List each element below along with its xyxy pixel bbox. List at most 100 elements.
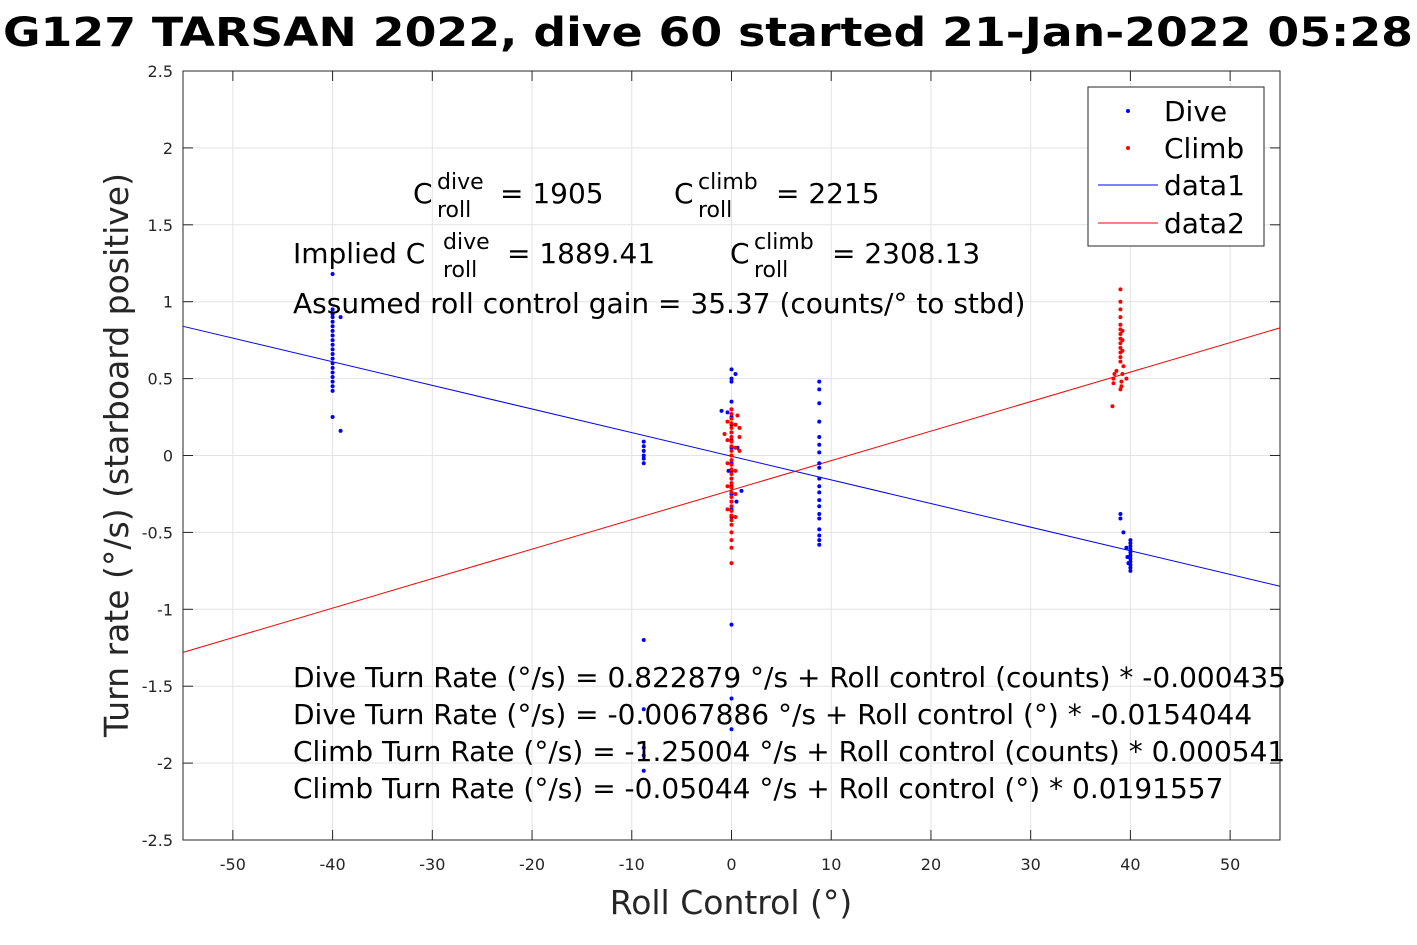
x-tick-label: 40 xyxy=(1120,855,1140,874)
point-dive xyxy=(817,498,822,503)
point-dive xyxy=(330,328,335,333)
point-dive xyxy=(330,351,335,356)
point-dive xyxy=(1128,544,1133,549)
point-dive xyxy=(338,428,343,433)
scatter-points xyxy=(330,272,1133,773)
point-dive xyxy=(641,707,646,712)
point-climb xyxy=(729,448,734,453)
point-dive xyxy=(729,696,734,701)
point-dive xyxy=(641,745,646,750)
point-dive xyxy=(817,511,822,516)
point-dive xyxy=(725,410,730,415)
point-climb xyxy=(1120,348,1125,353)
point-climb xyxy=(1118,287,1123,292)
point-dive xyxy=(641,456,646,461)
x-tick-label: 30 xyxy=(1021,855,1041,874)
point-dive xyxy=(1128,550,1133,555)
y-tick-label: -2.5 xyxy=(142,831,173,850)
point-dive xyxy=(330,272,335,277)
point-climb xyxy=(729,504,734,509)
point-dive xyxy=(1126,561,1131,566)
equation-3: Climb Turn Rate (°/s) = -1.25004 °/s + R… xyxy=(293,735,1285,768)
point-dive xyxy=(330,324,335,329)
point-climb xyxy=(729,467,734,472)
point-dive xyxy=(330,307,335,312)
point-dive xyxy=(726,468,731,473)
point-dive xyxy=(817,533,822,538)
roll-gain-annotation: Assumed roll control gain = 35.37 (count… xyxy=(293,287,1025,320)
point-climb xyxy=(729,513,734,518)
point-dive xyxy=(817,450,822,455)
point-dive xyxy=(1121,530,1126,535)
point-dive xyxy=(1128,565,1133,570)
point-climb xyxy=(725,484,730,489)
point-climb xyxy=(729,495,734,500)
point-dive xyxy=(1128,556,1133,561)
point-dive xyxy=(817,435,822,440)
point-dive xyxy=(817,542,822,547)
implied-dive-sub: roll xyxy=(443,258,477,283)
point-climb xyxy=(729,407,734,412)
x-tick-label: -50 xyxy=(220,855,246,874)
legend-label-data2: data2 xyxy=(1164,207,1245,240)
implied-dive-annotation: Implied C dive roll = 1889.41 xyxy=(293,230,655,283)
point-climb xyxy=(729,522,734,527)
y-axis-label: Turn rate (°/s) (starboard positive) xyxy=(97,173,136,738)
point-dive xyxy=(330,342,335,347)
point-dive xyxy=(729,399,734,404)
point-climb xyxy=(1119,384,1124,389)
c-roll-dive-sup: dive xyxy=(437,170,484,195)
point-dive xyxy=(330,361,335,366)
y-tick-label: 0 xyxy=(163,447,173,466)
point-climb xyxy=(1120,371,1125,376)
point-climb xyxy=(729,453,734,458)
point-dive xyxy=(1128,541,1133,546)
point-dive xyxy=(817,476,822,481)
point-climb xyxy=(729,481,734,486)
point-dive xyxy=(330,312,335,317)
c-roll-climb-sub: roll xyxy=(698,198,732,223)
point-dive xyxy=(1128,538,1133,543)
point-climb xyxy=(1124,376,1129,381)
point-climb xyxy=(1118,299,1123,304)
point-dive xyxy=(817,401,822,406)
point-dive xyxy=(1128,547,1133,552)
implied-climb-sup: climb xyxy=(754,230,814,255)
point-dive xyxy=(729,367,734,372)
point-climb xyxy=(729,476,734,481)
point-climb xyxy=(1118,355,1123,360)
point-climb xyxy=(1118,345,1123,350)
legend: Dive Climb data1 data2 xyxy=(1087,86,1265,247)
point-dive xyxy=(1128,568,1133,573)
x-tick-label: -10 xyxy=(619,855,645,874)
point-climb xyxy=(729,545,734,550)
c-roll-dive-symbol: C xyxy=(413,177,433,210)
point-climb xyxy=(729,444,734,449)
point-dive xyxy=(817,419,822,424)
point-dive xyxy=(729,376,734,381)
point-climb xyxy=(729,471,734,476)
point-climb xyxy=(735,413,740,418)
point-dive xyxy=(330,315,335,320)
equation-1: Dive Turn Rate (°/s) = 0.822879 °/s + Ro… xyxy=(293,661,1286,694)
legend-marker-dive xyxy=(1126,109,1130,113)
point-dive xyxy=(817,465,822,470)
point-climb xyxy=(1120,328,1125,333)
point-dive xyxy=(330,379,335,384)
point-dive xyxy=(817,442,822,447)
x-axis-label: Roll Control (°) xyxy=(610,883,853,922)
y-tick-label: -1.5 xyxy=(142,677,173,696)
point-dive xyxy=(641,753,646,758)
c-roll-climb-symbol: C xyxy=(674,177,694,210)
x-tick-label: 20 xyxy=(921,855,941,874)
point-climb xyxy=(722,431,727,436)
point-climb xyxy=(1118,322,1123,327)
point-climb xyxy=(729,538,734,543)
point-dive xyxy=(330,384,335,389)
x-tick-label: 10 xyxy=(821,855,841,874)
point-climb xyxy=(729,411,734,416)
point-dive xyxy=(817,461,822,466)
